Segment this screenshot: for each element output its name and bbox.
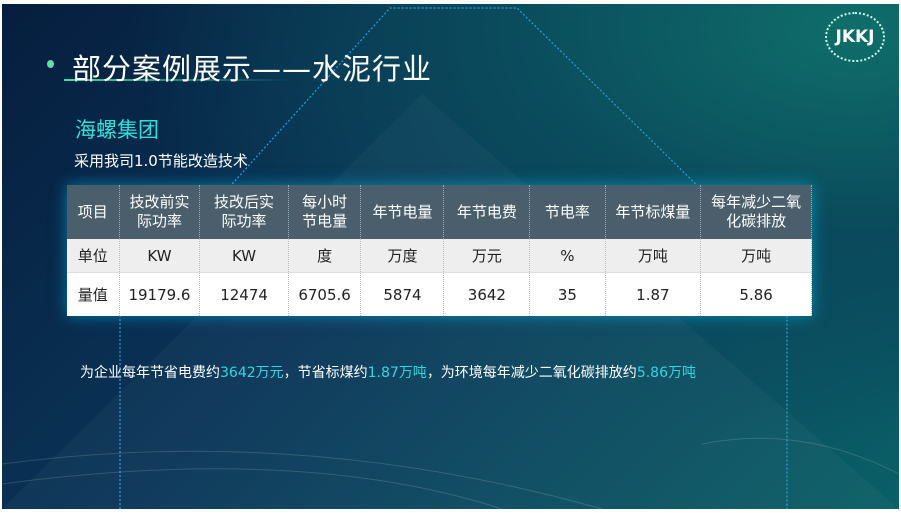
title-underline [64, 79, 294, 81]
table-cell: 万元 [443, 239, 531, 273]
column-header: 年节电费 [443, 185, 531, 239]
table-row: 单位 KW KW 度万度 万元% 万吨 万吨 [67, 239, 812, 273]
column-header: 每年减少二氧 化碳排放 [700, 185, 812, 239]
summary-part: 为企业每年节省电费约 [80, 365, 220, 381]
table-header-row: 项目 技改前实 际功率 技改后实 际功率 每小时 节电量 年节电量 年节电费 节电率 年节标煤量 每年… [67, 185, 812, 239]
table-cell: 度 [288, 239, 362, 273]
table-cell: KW [119, 239, 201, 273]
table-cell: 万吨 [700, 239, 812, 273]
table-cell: 5.86 [700, 272, 812, 316]
table-cell: 6705.6 [288, 272, 362, 316]
column-header: 技改前实 际功率 [119, 185, 201, 239]
table-cell: 19179.6 [119, 272, 201, 316]
summary-text: 为企业每年节省电费约3642万元，节省标煤约1.87万吨，为环境每年减少二氧化碳… [80, 362, 696, 382]
summary-highlight: 3642万元 [220, 365, 284, 381]
table-row: 量值 19179.6 12474 6705.6 5874 3642 35 1.87 5.86 [67, 272, 812, 316]
summary-highlight: 1.87万吨 [367, 365, 427, 381]
summary-part: ，为环境每年减少二氧化碳排放约 [426, 365, 637, 381]
table-cell: 5874 [360, 272, 445, 316]
table-cell: % [529, 239, 606, 273]
table-cell: KW [199, 239, 289, 273]
column-header: 技改后实 际功率 [199, 185, 289, 239]
table-cell: 万度 [360, 239, 445, 273]
summary-highlight: 5.86万吨 [636, 365, 696, 381]
row-label: 单位 [67, 239, 120, 273]
slide: 部分案例展示——水泥行业 JKKJ 海螺集团 采用我司1.0节能改造技术 项目技… [2, 4, 899, 509]
data-table: 项目 技改前实 际功率 技改后实 际功率 每小时 节电量 年节电量 年节电费 节电率 年节标煤量 每年… [67, 185, 812, 316]
column-header: 年节标煤量 [605, 185, 702, 239]
row-label: 量值 [67, 272, 120, 316]
title-bullet-icon [47, 60, 54, 68]
table-cell: 1.87 [605, 272, 702, 316]
subtitle: 采用我司1.0节能改造技术 [74, 152, 248, 170]
summary-part: ，节省标煤约 [283, 365, 368, 381]
page-title: 部分案例展示——水泥行业 [72, 52, 433, 86]
column-header: 节电率 [529, 185, 606, 239]
table-cell: 万吨 [605, 239, 702, 273]
company-logo: JKKJ [825, 12, 885, 62]
table-cell: 35 [529, 272, 606, 316]
column-header: 项目 [67, 185, 120, 239]
company-name: 海螺集团 [75, 118, 159, 142]
column-header: 年节电量 [360, 185, 445, 239]
table-cell: 12474 [199, 272, 289, 316]
table-cell: 3642 [443, 272, 531, 316]
column-header: 每小时 节电量 [288, 185, 362, 239]
